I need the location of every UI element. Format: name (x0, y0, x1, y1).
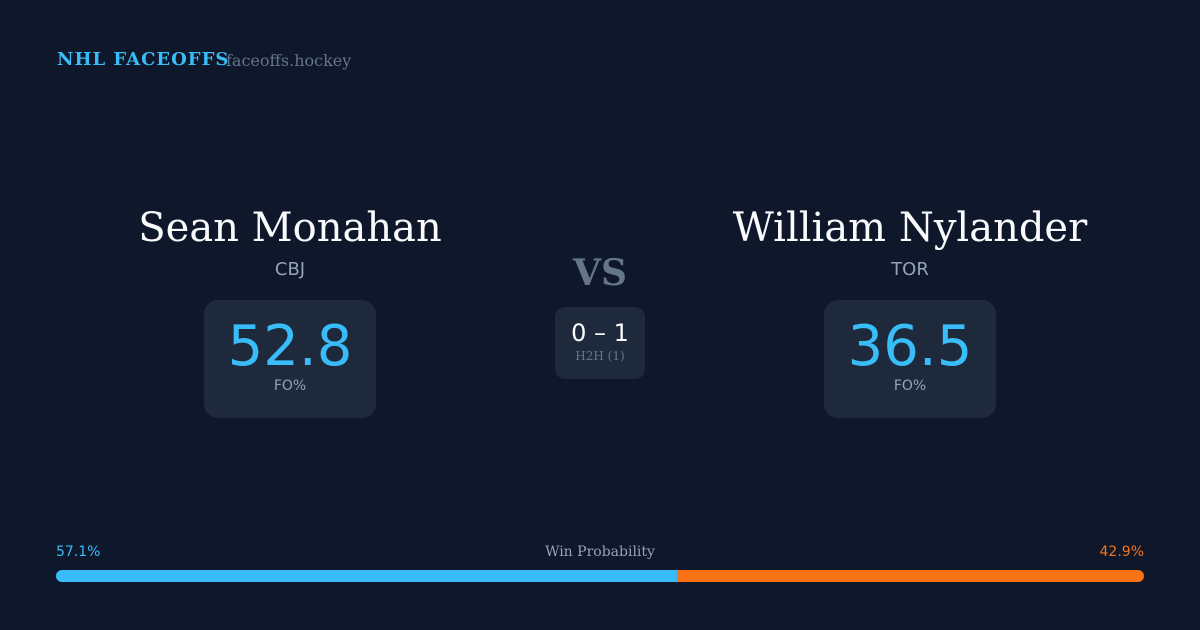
player-right: William Nylander TOR 36.5 FO% (710, 205, 1110, 418)
player-team: TOR (891, 259, 929, 280)
h2h-card: 0 – 1 H2H (1) (555, 307, 645, 379)
player-name: William Nylander (732, 205, 1088, 251)
player-name: Sean Monahan (138, 205, 442, 251)
stat-label: FO% (273, 378, 307, 394)
left-probability: 57.1% (56, 544, 101, 560)
right-probability: 42.9% (1099, 544, 1144, 560)
stat-label: FO% (893, 378, 927, 394)
probability-bar-left (56, 570, 678, 582)
site-link[interactable]: faceoffs.hockey (226, 51, 352, 70)
faceoff-percentage: 36.5 (847, 314, 973, 379)
player-team: CBJ (274, 259, 306, 280)
vs-label: VS (573, 252, 627, 294)
player-left: Sean Monahan CBJ 52.8 FO% (90, 205, 490, 418)
brand-title: NHL FACEOFFS (57, 49, 230, 70)
stat-card: 36.5 FO% (824, 300, 996, 418)
probability-bar-right (677, 570, 1144, 582)
h2h-label: H2H (1) (575, 349, 625, 363)
faceoff-percentage: 52.8 (227, 314, 353, 379)
h2h-score: 0 – 1 (571, 319, 629, 347)
probability-bar (56, 570, 1144, 582)
probability-title: Win Probability (545, 544, 655, 560)
stat-card: 52.8 FO% (204, 300, 376, 418)
